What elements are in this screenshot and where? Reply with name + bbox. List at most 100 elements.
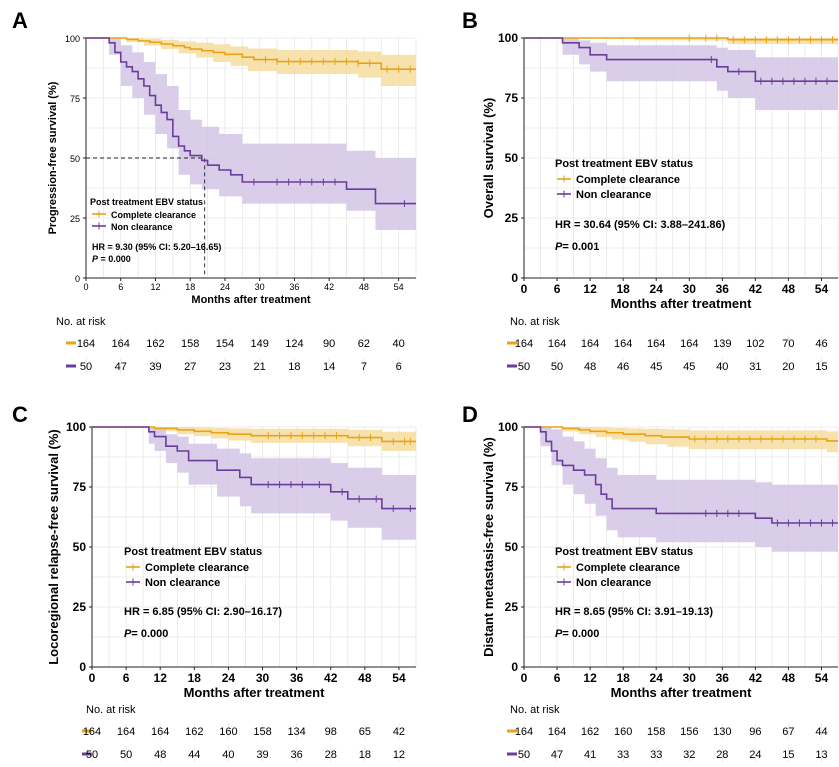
legend: Post treatment EBV status Complete cleara…: [555, 158, 693, 201]
ci-band-clearance: [524, 427, 838, 453]
risk-count: 39: [149, 361, 161, 373]
legend-title: Post treatment EBV status: [555, 546, 693, 558]
x-tick-label: 6: [554, 282, 561, 296]
y-tick-label: 50: [505, 540, 519, 554]
x-tick-label: 54: [394, 282, 404, 292]
x-tick-label: 6: [554, 671, 561, 685]
x-tick-label: 6: [118, 282, 123, 292]
risk-count: 158: [647, 726, 665, 738]
risk-count: 45: [650, 361, 662, 373]
x-tick-label: 48: [782, 671, 796, 685]
legend: Post treatment EBV status Complete cleara…: [90, 197, 203, 232]
risk-count: 50: [518, 749, 530, 761]
risk-count: 164: [581, 338, 599, 350]
risk-table-title: No. at risk: [510, 316, 560, 328]
median-reference-line: [86, 157, 206, 278]
y-axis-label: Locoregional relapse-free survival (%): [46, 429, 61, 665]
risk-count: 15: [782, 749, 794, 761]
x-tick-label: 24: [650, 671, 664, 685]
risk-count: 48: [154, 749, 166, 761]
risk-count: 62: [358, 338, 370, 350]
y-tick-label: 100: [498, 420, 518, 434]
x-tick-label: 12: [150, 282, 160, 292]
x-tick-label: 24: [220, 282, 230, 292]
risk-table-title: No. at risk: [56, 316, 106, 328]
x-tick-label: 42: [749, 282, 763, 296]
risk-table-title: No. at risk: [86, 704, 136, 716]
legend-entry: Complete clearance: [145, 562, 249, 574]
risk-count: 40: [393, 338, 405, 350]
risk-count: 36: [291, 749, 303, 761]
risk-count: 44: [188, 749, 200, 761]
risk-count: 164: [647, 338, 665, 350]
risk-table: No. at risk 164 164 162 160 158 156 130 96 67 44 50…: [507, 704, 828, 762]
risk-count: 164: [83, 726, 101, 738]
risk-count: 15: [815, 361, 827, 373]
legend-entry: Non clearance: [576, 577, 651, 589]
y-axis-label: Overall survival (%): [481, 98, 496, 219]
risk-count: 7: [361, 361, 367, 373]
ci-band-clearance: [92, 427, 416, 451]
legend: Post treatment EBV status Complete cleara…: [555, 546, 693, 589]
risk-count: 50: [120, 749, 132, 761]
risk-count: 18: [288, 361, 300, 373]
risk-count: 67: [782, 726, 794, 738]
risk-count: 164: [117, 726, 135, 738]
risk-count: 156: [680, 726, 698, 738]
panel-letter: B: [462, 8, 478, 33]
x-tick-label: 36: [290, 671, 304, 685]
risk-count: 23: [219, 361, 231, 373]
survival-curve-non_clearance: [92, 426, 416, 510]
y-tick-label: 25: [505, 600, 519, 614]
risk-count: 40: [222, 749, 234, 761]
risk-count: 164: [680, 338, 698, 350]
risk-count: 162: [581, 726, 599, 738]
risk-count: 90: [323, 338, 335, 350]
x-tick-label: 54: [815, 282, 829, 296]
y-tick-label: 0: [511, 660, 518, 674]
risk-count: 48: [584, 361, 596, 373]
y-tick-label: 0: [75, 274, 80, 284]
x-tick-label: 30: [683, 282, 697, 296]
risk-count: 33: [617, 749, 629, 761]
risk-count: 12: [393, 749, 405, 761]
p-value-text: P = 0.000: [92, 254, 131, 264]
x-tick-label: 30: [256, 671, 270, 685]
risk-count: 50: [86, 749, 98, 761]
risk-count: 33: [650, 749, 662, 761]
y-axis-label: Distant metastasis-free survival (%): [481, 437, 496, 657]
risk-count: 149: [251, 338, 269, 350]
risk-count: 14: [323, 361, 335, 373]
x-tick-label: 12: [583, 282, 597, 296]
risk-count: 164: [548, 726, 566, 738]
x-tick-label: 0: [83, 282, 88, 292]
x-tick-label: 18: [185, 282, 195, 292]
risk-count: 24: [749, 749, 761, 761]
risk-count: 42: [393, 726, 405, 738]
y-tick-label: 50: [70, 154, 80, 164]
risk-count: 18: [359, 749, 371, 761]
legend-entry: Complete clearance: [576, 562, 680, 574]
risk-count: 158: [181, 338, 199, 350]
legend-entry: Non clearance: [145, 577, 220, 589]
risk-count: 134: [287, 726, 305, 738]
risk-count: 130: [713, 726, 731, 738]
risk-count: 96: [749, 726, 761, 738]
x-tick-label: 6: [123, 671, 130, 685]
y-tick-label: 75: [505, 480, 519, 494]
risk-table: No. at risk 164 164 164 164 164 164 139 102 70 46 5…: [507, 316, 828, 374]
panel-B: B 0 6 12 18 24 30 36 42 48 54 0 25 50 75 100 Months afte…: [462, 8, 839, 374]
risk-table: No. at risk 164 164 164 162 160 158 134 98 65 42 50…: [82, 704, 405, 762]
legend-entry: Non clearance: [111, 222, 173, 232]
y-tick-label: 50: [505, 151, 519, 165]
y-tick-label: 0: [79, 660, 86, 674]
x-axis-label: Months after treatment: [191, 294, 311, 306]
x-tick-label: 30: [683, 671, 697, 685]
risk-count: 162: [185, 726, 203, 738]
panel-C: C 0 6 12 18 24 30 36 42 48 54 0 25 50 75 100 Months afte…: [12, 402, 417, 762]
survival-curve-clearance: [524, 426, 838, 442]
x-tick-label: 54: [392, 671, 406, 685]
legend: Post treatment EBV status Complete cleara…: [124, 546, 262, 589]
y-tick-label: 25: [73, 600, 87, 614]
